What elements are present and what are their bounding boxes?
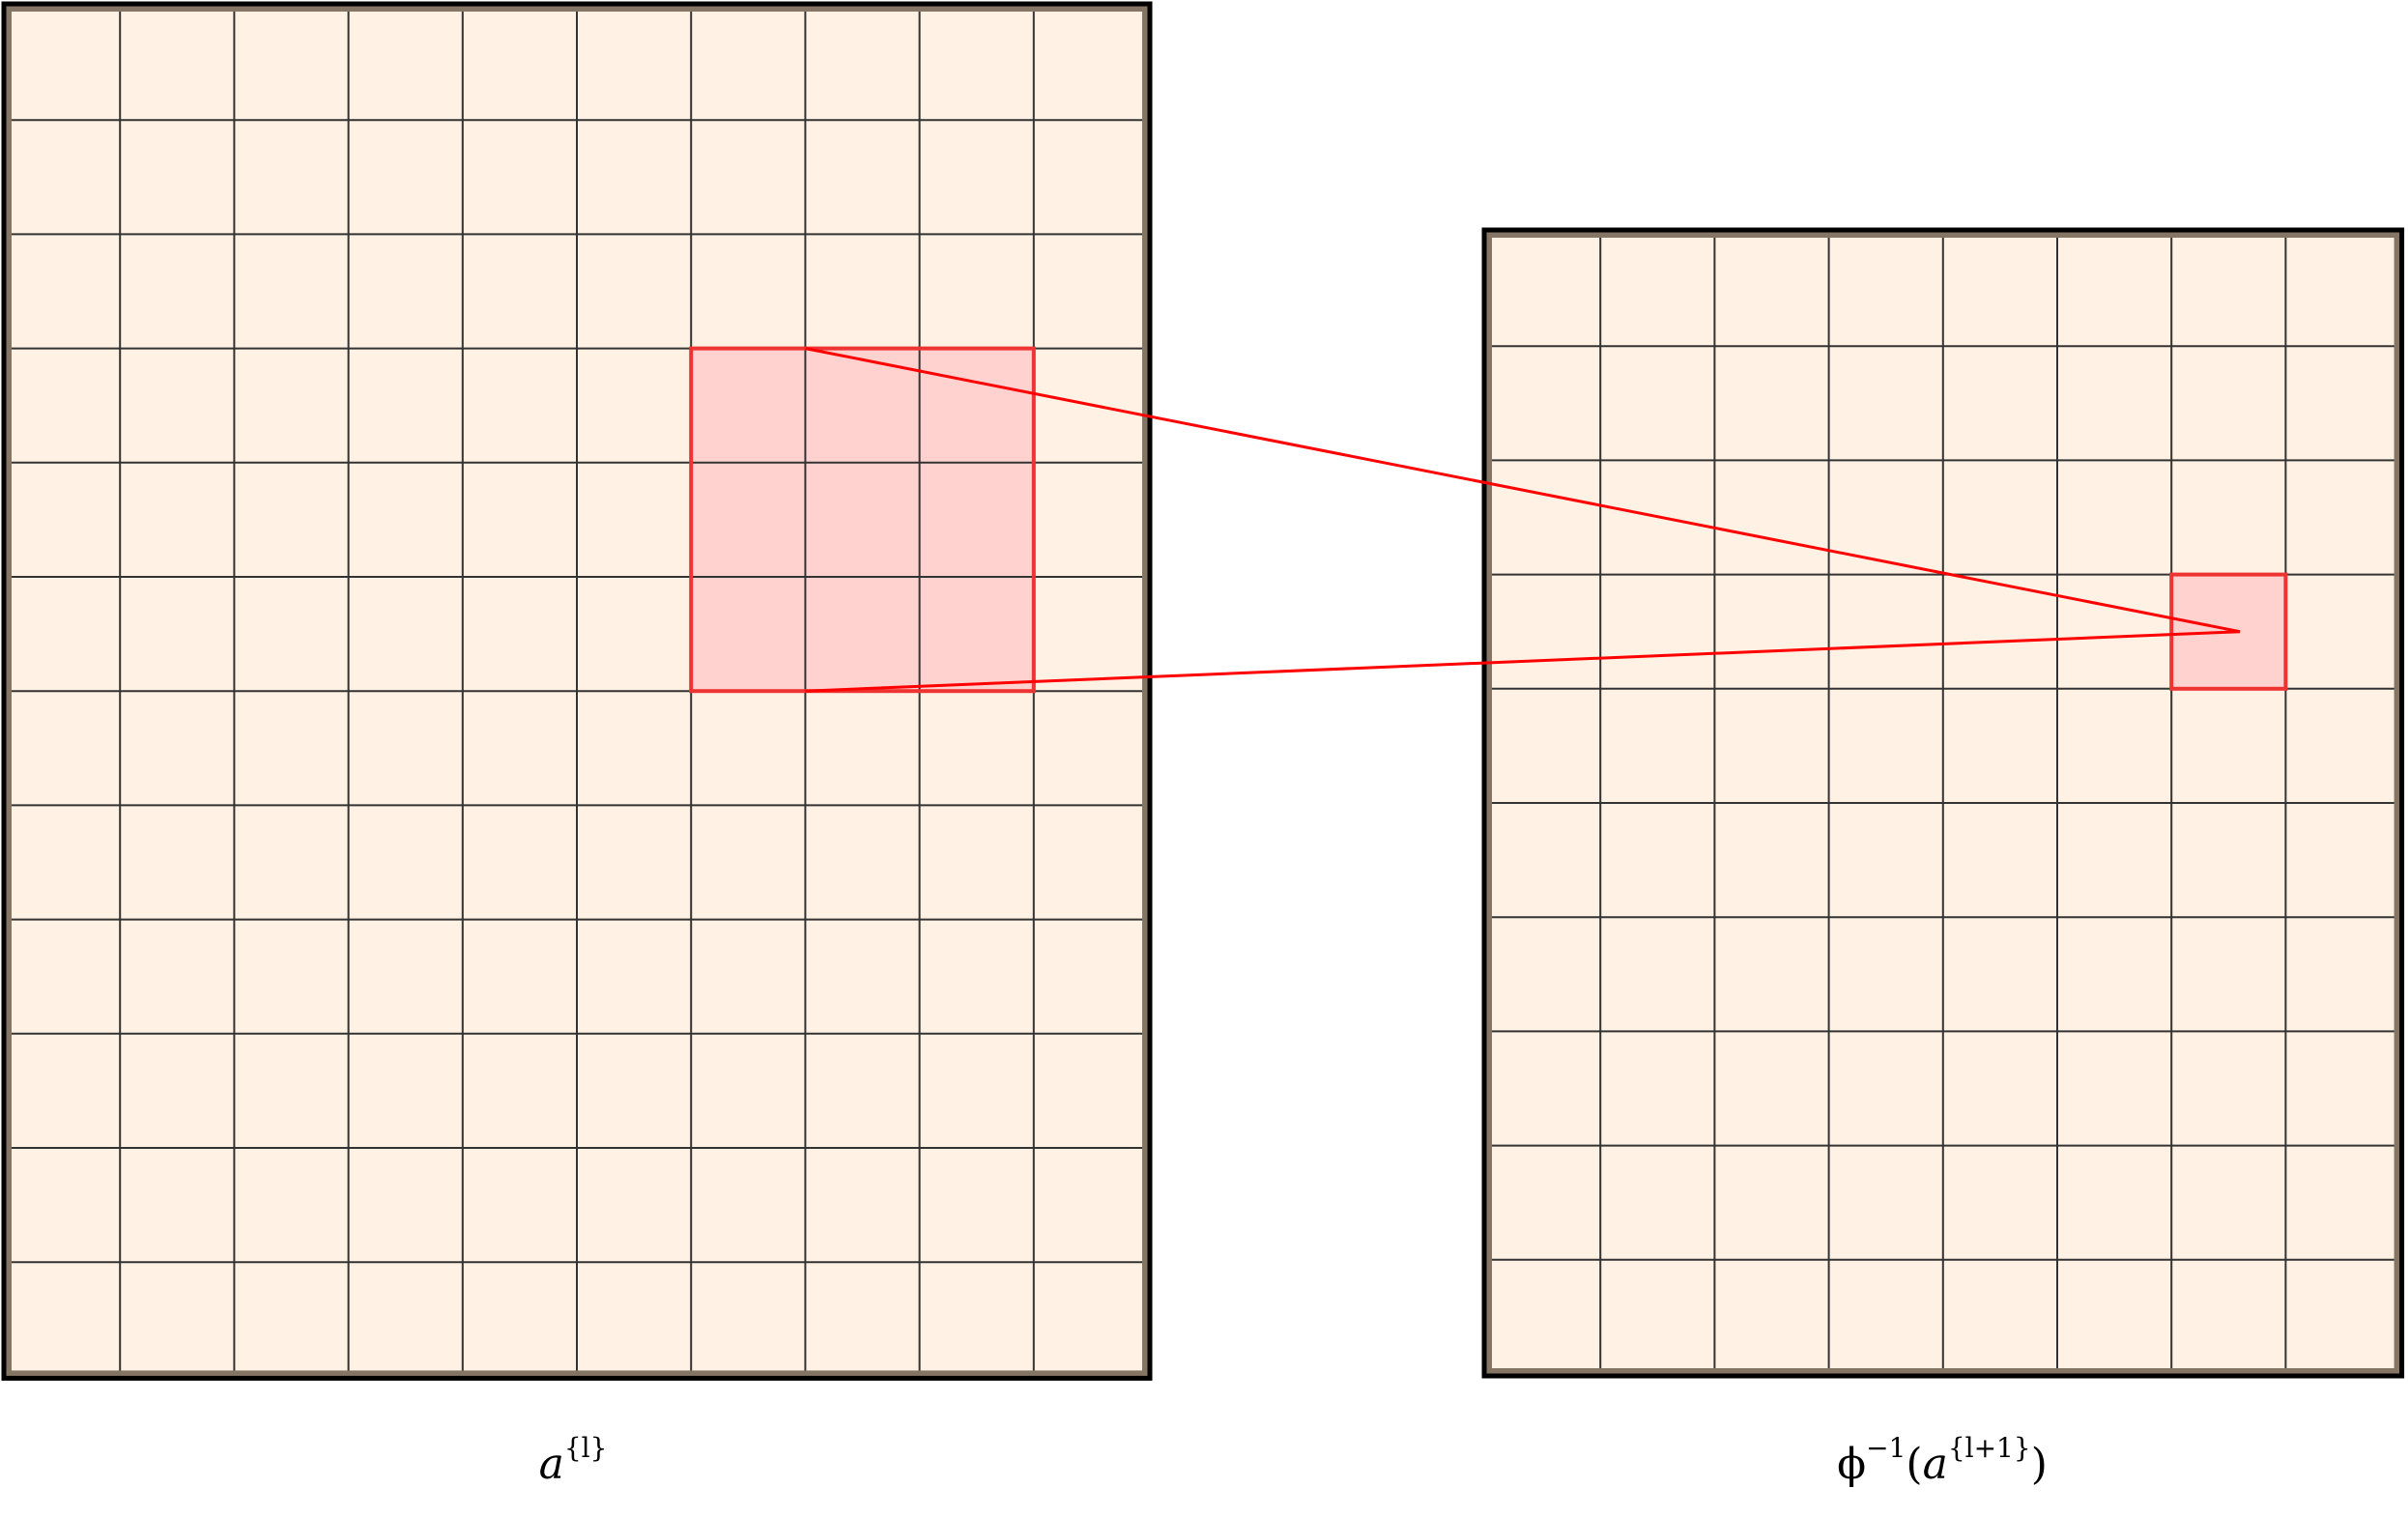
right-grid-inner-border (1486, 232, 2400, 1374)
connector-line-bottom (805, 630, 2241, 693)
left-grid-highlight-fill (691, 348, 1034, 692)
label-base: a (1922, 1440, 1948, 1489)
left-grid-border (1, 1, 1153, 1381)
label-sup: {l} (563, 1432, 608, 1464)
right-grid-highlight-outline (2169, 572, 2288, 691)
label-prefix-sup: −1 (1866, 1432, 1906, 1464)
label-close: ) (2030, 1440, 2048, 1489)
left-grid-inner-border (6, 6, 1148, 1377)
label-prefix: ϕ (1837, 1440, 1867, 1489)
label-open: ( (1906, 1440, 1923, 1489)
connector-line-top (805, 347, 2241, 634)
right-grid-border (1481, 227, 2405, 1379)
right-grid-label: ϕ−1(a{l+1}) (1837, 1435, 2048, 1490)
left-grid-highlight-outline (689, 346, 1036, 694)
left-grid-label: a{l} (538, 1435, 608, 1490)
label-base: a (538, 1440, 564, 1489)
label-sup: {l+1} (1947, 1432, 2031, 1464)
